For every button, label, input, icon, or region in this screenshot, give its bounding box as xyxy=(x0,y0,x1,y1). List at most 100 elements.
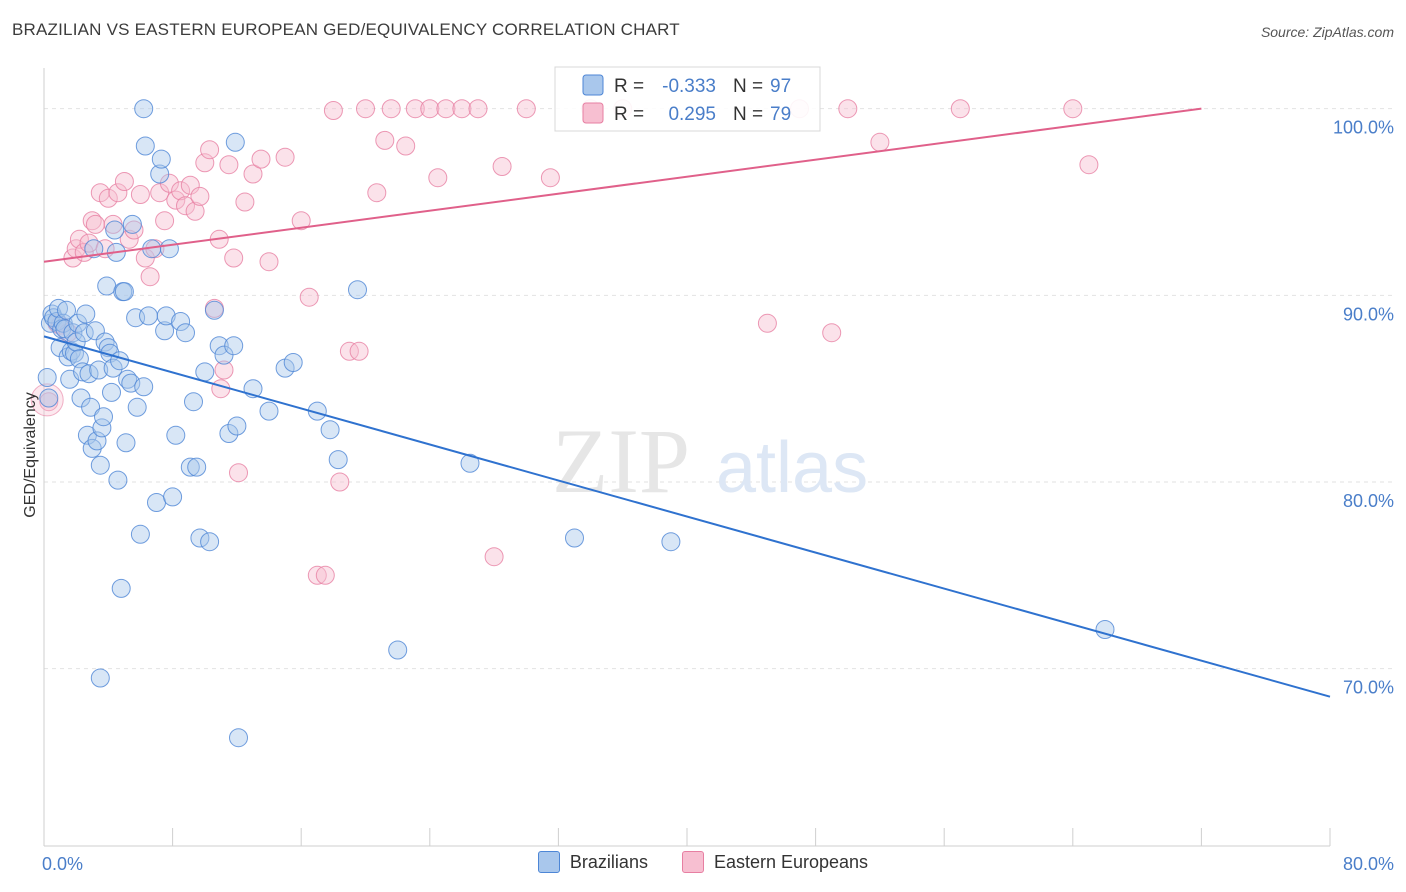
point-brazilians xyxy=(184,392,203,412)
point-eastern-europeans xyxy=(140,267,160,287)
point-brazilians xyxy=(90,455,110,475)
stats-legend-r-value-brazilians: -0.333 xyxy=(662,76,716,97)
point-eastern-europeans xyxy=(339,341,359,361)
point-eastern-europeans xyxy=(428,168,448,188)
point-brazilians xyxy=(283,353,303,372)
point-eastern-europeans xyxy=(484,547,504,567)
watermark-atlas: atlas xyxy=(716,428,868,508)
point-eastern-europeans xyxy=(219,155,239,175)
point-brazilians xyxy=(328,450,348,470)
point-eastern-europeans xyxy=(396,136,416,156)
point-brazilians xyxy=(130,524,150,544)
point-brazilians xyxy=(200,532,220,552)
point-eastern-europeans xyxy=(166,190,186,210)
stats-legend-swatch-eastern-europeans xyxy=(582,102,604,124)
stats-legend-n-value-eastern-europeans: 79 xyxy=(770,104,791,125)
point-brazilians xyxy=(171,312,191,331)
point-eastern-europeans xyxy=(130,185,150,204)
point-brazilians xyxy=(155,321,175,341)
point-eastern-europeans xyxy=(119,229,139,249)
point-brazilians xyxy=(108,470,128,490)
point-eastern-europeans xyxy=(405,99,425,119)
legend-swatch-brazilians xyxy=(537,851,560,873)
stats-legend-r-label: R = xyxy=(614,76,644,97)
y-axis-label: GED/Equivalency xyxy=(22,392,39,517)
source-label: Source: ZipAtlas.com xyxy=(1260,24,1394,40)
point-eastern-europeans xyxy=(356,99,375,119)
point-brazilians xyxy=(111,578,131,598)
point-eastern-europeans xyxy=(838,99,858,119)
legend-label-eastern-europeans: Eastern Europeans xyxy=(713,851,869,872)
point-eastern-europeans xyxy=(275,147,295,167)
point-eastern-europeans xyxy=(291,211,311,231)
point-eastern-europeans xyxy=(171,181,191,201)
trend-line-brazilians xyxy=(43,335,1331,698)
point-eastern-europeans xyxy=(540,168,560,188)
point-eastern-europeans xyxy=(315,565,335,585)
point-eastern-europeans xyxy=(1063,99,1083,119)
point-brazilians xyxy=(259,401,279,421)
point-eastern-europeans xyxy=(492,157,512,176)
chart-title: BRAZILIAN VS EASTERN EUROPEAN GED/EQUIVA… xyxy=(12,20,680,39)
point-eastern-europeans xyxy=(259,252,279,272)
y-tick-label: 90.0% xyxy=(1343,304,1394,324)
point-brazilians xyxy=(95,332,115,352)
point-eastern-europeans xyxy=(98,188,118,208)
point-eastern-europeans xyxy=(452,99,472,119)
point-eastern-europeans xyxy=(108,183,128,203)
stats-legend-n-label: N = xyxy=(733,104,763,125)
point-eastern-europeans xyxy=(381,99,401,119)
point-brazilians xyxy=(139,306,158,326)
legend-swatch-eastern-europeans xyxy=(681,851,704,873)
point-eastern-europeans xyxy=(323,101,343,120)
point-eastern-europeans xyxy=(367,183,387,203)
watermark-zip: ZIP xyxy=(552,410,690,512)
point-brazilians xyxy=(209,336,229,356)
point-brazilians xyxy=(320,420,340,440)
point-brazilians xyxy=(135,136,155,156)
point-brazilians xyxy=(147,493,166,512)
point-eastern-europeans xyxy=(307,565,327,585)
point-brazilians xyxy=(39,388,59,408)
point-eastern-europeans xyxy=(1079,155,1099,175)
point-brazilians xyxy=(163,487,183,507)
point-eastern-europeans xyxy=(822,323,842,343)
trend-lines xyxy=(43,107,1331,698)
point-eastern-europeans xyxy=(176,196,195,216)
legend-label-brazilians: Brazilians xyxy=(569,851,648,872)
point-eastern-europeans xyxy=(251,149,271,169)
point-brazilians xyxy=(105,220,125,240)
point-eastern-europeans xyxy=(155,211,175,231)
point-brazilians xyxy=(134,99,154,119)
point-brazilians xyxy=(85,321,105,341)
point-eastern-europeans xyxy=(870,132,890,152)
point-brazilians xyxy=(159,239,179,259)
point-brazilians xyxy=(89,360,109,380)
x-tick-label: 0.0% xyxy=(42,854,83,874)
point-eastern-europeans xyxy=(214,360,234,380)
point-brazilians xyxy=(121,373,141,393)
legend-item-brazilians: Brazilians xyxy=(537,851,648,873)
legend-item-eastern-europeans: Eastern Europeans xyxy=(681,851,869,873)
point-eastern-europeans xyxy=(85,214,105,234)
point-brazilians xyxy=(102,382,121,402)
trend-line-eastern-europeans xyxy=(43,107,1202,263)
y-tick-label: 70.0% xyxy=(1343,678,1394,698)
point-brazilians xyxy=(103,358,123,378)
point-brazilians xyxy=(61,341,81,361)
point-brazilians xyxy=(348,280,367,300)
stats-legend-n-label: N = xyxy=(733,76,763,97)
point-eastern-europeans xyxy=(185,201,205,221)
point-brazilians xyxy=(37,368,57,387)
point-brazilians xyxy=(49,298,68,318)
point-brazilians xyxy=(204,300,224,320)
point-brazilians xyxy=(180,457,200,477)
point-eastern-europeans xyxy=(82,211,102,231)
stats-legend: R = -0.333 N = 97 R = 0.295 N = 79 xyxy=(554,66,821,132)
point-brazilians xyxy=(224,336,244,356)
point-eastern-europeans xyxy=(180,175,200,195)
point-eastern-europeans xyxy=(349,341,369,361)
point-brazilians xyxy=(227,416,247,436)
point-brazilians xyxy=(81,397,101,417)
x-tick-label: 80.0% xyxy=(1343,854,1394,874)
